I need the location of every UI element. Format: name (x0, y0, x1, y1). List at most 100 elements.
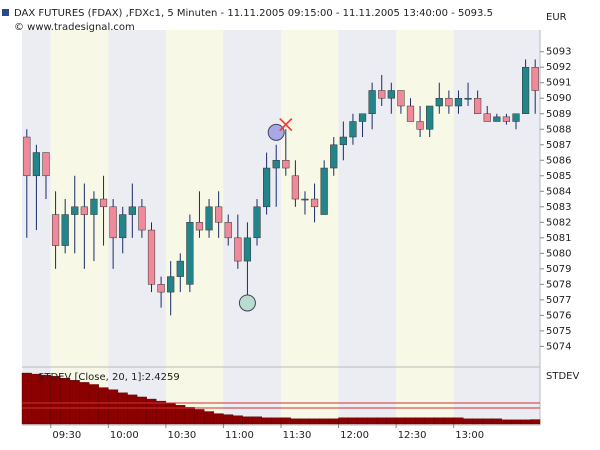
candle-body (205, 206, 213, 231)
candle-body (80, 206, 88, 215)
marker-x (279, 118, 293, 132)
x-tick-label: 12:30 (398, 430, 427, 441)
y-tick-label: 5089 (546, 109, 571, 120)
indicator-bar (194, 409, 205, 425)
indicator-bar (482, 418, 493, 425)
chart-title: DAX FUTURES (FDAX) ,FDXc1, 5 Minuten - 1… (14, 8, 493, 19)
indicator-bar (357, 417, 368, 425)
candle-body (186, 222, 194, 285)
candle-body (330, 144, 338, 169)
candle-body (522, 66, 530, 114)
candle-body (339, 136, 347, 146)
candle-body (406, 105, 415, 122)
indicator-bar (60, 378, 71, 425)
candle-body (109, 206, 117, 239)
indicator-bar (232, 415, 243, 425)
y-tick-label: 5081 (546, 233, 571, 244)
background-band (165, 30, 224, 424)
indicator-bar (156, 400, 167, 425)
x-tick-label: 10:00 (110, 430, 139, 441)
indicator-bar (261, 417, 272, 425)
y-tick-label: 5087 (546, 140, 571, 151)
candle-body (387, 90, 395, 99)
candle-body (349, 121, 357, 138)
x-tick-label: 13:00 (455, 430, 484, 441)
indicator-bar (204, 411, 215, 425)
y-tick-label: 5076 (546, 310, 571, 321)
indicator-bar (347, 417, 358, 425)
candle-body (42, 152, 50, 177)
indicator-bar (136, 396, 147, 425)
indicator-title: STDEV [Close, 20, 1]:2.4259 (38, 372, 180, 383)
x-tick-label: 09:30 (52, 430, 81, 441)
chart-subtitle: © www.tradesignal.com (14, 22, 135, 33)
y-tick-label: 5083 (546, 202, 571, 213)
y-tick-label: 5091 (546, 78, 571, 89)
indicator-bar (491, 418, 502, 425)
y-axis-label: EUR (546, 12, 567, 23)
background-bands (22, 30, 540, 424)
candle-body (282, 160, 290, 169)
y-tick-label: 5077 (546, 295, 571, 306)
y-tick-label: 5084 (546, 186, 571, 197)
candle-body (454, 97, 463, 107)
y-tick-label: 5092 (546, 62, 571, 73)
background-band (396, 30, 454, 424)
candle-body (483, 113, 491, 122)
candle-body (272, 160, 280, 169)
indicator-bar (443, 417, 454, 425)
candle-body (493, 116, 501, 122)
y-tick-label: 5082 (546, 217, 571, 228)
candle-body (435, 97, 443, 107)
indicator-bar (405, 417, 416, 425)
candle-body (358, 113, 367, 122)
y-tick-label: 5088 (546, 124, 571, 135)
y-tick-label: 5075 (546, 326, 571, 337)
indicator-bar (280, 417, 291, 425)
candle-body (176, 260, 184, 277)
candle-body (416, 121, 424, 130)
candle-body (291, 175, 299, 200)
candle-body (426, 105, 434, 130)
indicator-axis-label: STDEV (546, 371, 579, 382)
indicator-bar (50, 375, 61, 425)
candle-body (71, 206, 79, 215)
marker-circle (238, 294, 256, 312)
indicator-bar (299, 418, 310, 425)
candle-body (234, 237, 242, 262)
indicator-bar (376, 417, 387, 425)
x-tick-label: 10:30 (167, 430, 196, 441)
y-tick-label: 5078 (546, 279, 571, 290)
y-tick-label: 5090 (546, 93, 571, 104)
candle-body (23, 136, 31, 177)
candle-body (215, 206, 223, 223)
indicator-bar (21, 372, 32, 425)
indicator-bar (88, 384, 99, 425)
indicator-bar (213, 413, 224, 425)
indicator-bar (434, 417, 445, 425)
candle-body (138, 206, 146, 231)
indicator-bar (501, 419, 512, 425)
candle-body (301, 198, 309, 201)
candle-body (397, 90, 405, 107)
candle-body (512, 113, 520, 122)
y-tick-label: 5080 (546, 248, 571, 259)
indicator-bar (520, 419, 531, 425)
indicator-bar (108, 389, 119, 425)
candle-body (147, 229, 156, 285)
x-tick-label: 11:00 (225, 430, 254, 441)
indicator-bar (252, 416, 263, 425)
candle-body (128, 206, 136, 215)
candle-body (167, 276, 175, 293)
indicator-bar (415, 417, 426, 425)
indicator-bar (453, 417, 464, 425)
candle-body (502, 116, 511, 122)
indicator-bar (424, 417, 435, 425)
indicator-bar (165, 403, 176, 425)
indicator-bar (309, 418, 320, 425)
indicator-bar (271, 417, 282, 425)
candle-body (445, 97, 453, 107)
indicator-bar (242, 416, 253, 425)
candle-body (61, 214, 69, 246)
